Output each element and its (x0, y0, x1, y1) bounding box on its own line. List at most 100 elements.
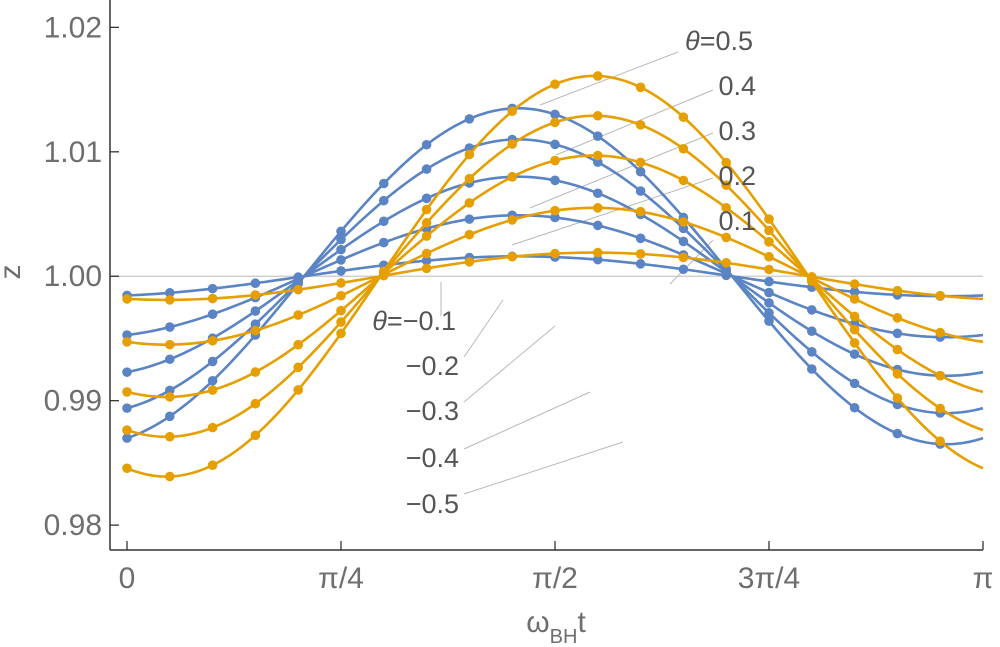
data-point (678, 264, 689, 275)
data-point (250, 306, 261, 316)
data-point (593, 110, 603, 121)
data-point (849, 324, 860, 335)
data-point (807, 326, 817, 337)
leader-line (669, 239, 714, 285)
data-point (421, 139, 432, 150)
data-point (764, 298, 774, 308)
data-point (764, 287, 774, 298)
data-point (764, 214, 774, 224)
data-point (293, 339, 304, 350)
y-axis-title: z (0, 265, 27, 280)
data-point (336, 290, 346, 301)
data-point (892, 313, 903, 323)
data-point (165, 354, 175, 365)
data-point (849, 311, 860, 322)
series-label: −0.4 (406, 443, 459, 473)
data-point (207, 375, 218, 386)
data-point (507, 106, 517, 117)
data-point (849, 349, 860, 359)
series-label: 0.1 (718, 206, 756, 236)
data-point (464, 214, 475, 224)
data-point (892, 344, 903, 355)
leader-line (463, 325, 556, 403)
data-point (421, 218, 432, 228)
data-point (336, 255, 346, 265)
data-point (464, 229, 475, 240)
data-point (207, 293, 218, 304)
data-point (421, 255, 432, 266)
x-tick-label: 0 (119, 562, 136, 595)
data-point (336, 317, 346, 327)
data-point (593, 131, 603, 141)
data-point (336, 305, 346, 316)
data-point (892, 393, 903, 403)
data-point (721, 232, 731, 243)
data-point (336, 328, 346, 339)
data-point (379, 237, 389, 248)
data-point (807, 347, 817, 357)
data-point (464, 114, 475, 124)
y-tick-label: 1.02 (44, 11, 102, 44)
data-point (678, 175, 689, 186)
data-point (122, 387, 132, 397)
data-point (507, 251, 517, 262)
data-point (507, 172, 517, 182)
series-label: 0.4 (718, 71, 756, 101)
data-point (550, 155, 560, 166)
data-point (721, 202, 731, 213)
data-point (764, 264, 774, 275)
series-label: 0.3 (718, 116, 756, 146)
series-label: θ=−0.1 (372, 306, 456, 336)
data-point (421, 204, 432, 215)
data-point (849, 294, 860, 304)
leader-line (539, 51, 679, 106)
data-point (593, 247, 603, 258)
data-point (379, 195, 389, 206)
data-point (593, 220, 603, 231)
data-point (935, 327, 945, 338)
data-point (207, 356, 218, 367)
data-point (635, 233, 646, 244)
data-point (678, 112, 689, 122)
data-point (593, 254, 603, 265)
data-point (165, 431, 175, 442)
x-tick-label: π (973, 562, 994, 595)
leader-line (463, 299, 504, 358)
data-point (122, 367, 132, 377)
data-point (635, 249, 646, 259)
leader-line (463, 391, 591, 450)
data-point (550, 117, 560, 128)
data-point (764, 308, 774, 318)
data-point (764, 225, 774, 236)
data-point (207, 283, 218, 294)
y-tick-label: 0.99 (44, 385, 102, 418)
data-point (593, 188, 603, 199)
data-point (250, 398, 261, 409)
data-point (464, 198, 475, 208)
series-label: −0.5 (406, 489, 459, 519)
data-point (122, 403, 132, 413)
series-labels: θ=0.5 0.4 0.3 0.2 0.1 θ=−0.1 −0.2 −0.3 −0.4 −0.5 (372, 26, 756, 519)
data-point (207, 385, 218, 395)
data-point (421, 263, 432, 274)
data-point (635, 186, 646, 196)
data-point (507, 139, 517, 149)
data-point (849, 402, 860, 413)
data-point (336, 226, 346, 237)
data-point (122, 294, 132, 304)
data-point (421, 193, 432, 204)
data-point (593, 71, 603, 81)
data-point (550, 212, 560, 223)
series-label: −0.3 (406, 396, 459, 426)
data-point (122, 330, 132, 340)
data-point (293, 385, 304, 395)
data-point (550, 205, 560, 216)
x-axis-title: ωBHt (526, 606, 586, 647)
data-point (807, 364, 817, 374)
leader-line (463, 441, 624, 495)
series-label: θ=0.5 (685, 26, 753, 56)
data-point (250, 325, 261, 336)
data-point (721, 180, 731, 190)
data-point (122, 463, 132, 474)
